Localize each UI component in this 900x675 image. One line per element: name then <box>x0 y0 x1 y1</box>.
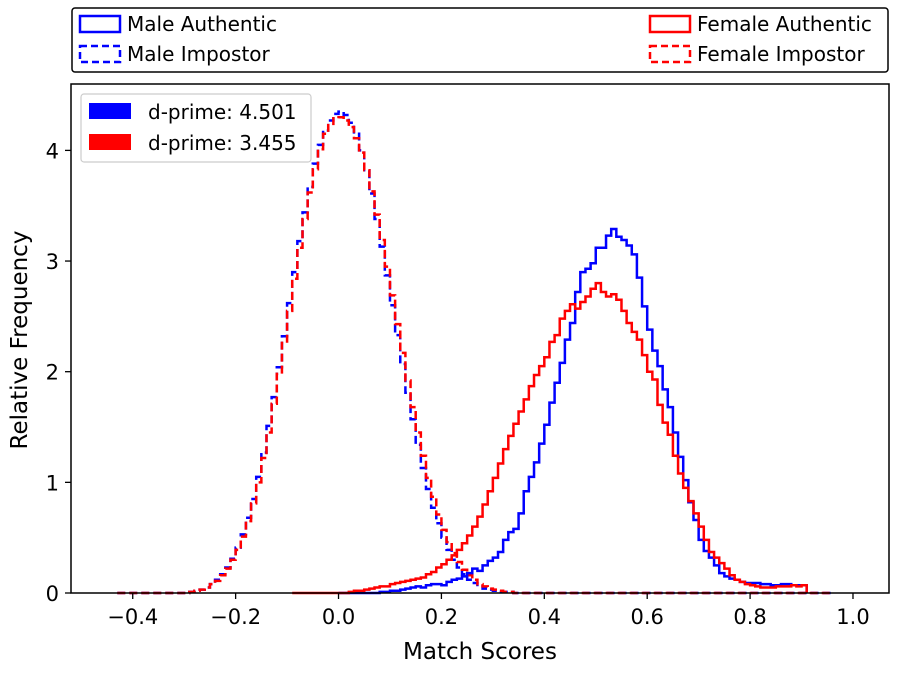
x-axis: −0.4 −0.2 0.0 0.2 0.4 0.6 0.8 1.0 <box>107 593 870 629</box>
y-tick-label: 4 <box>46 139 59 163</box>
x-axis-label: Match Scores <box>403 639 557 665</box>
legend-swatch-male-impostor <box>78 44 122 64</box>
x-tick-label: 1.0 <box>836 605 869 629</box>
legend-label-female-impostor: Female Impostor <box>697 42 865 66</box>
x-tick-label: 0.0 <box>322 605 355 629</box>
y-axis-label: Relative Frequency <box>7 231 33 450</box>
x-tick-label: 0.8 <box>733 605 766 629</box>
dprime-legend: d-prime: 4.501 d-prime: 3.455 <box>80 93 312 163</box>
dprime-swatch-female <box>89 134 131 150</box>
legend-label-male-authentic: Male Authentic <box>127 12 277 36</box>
legend-label-male-impostor: Male Impostor <box>127 42 271 66</box>
plot-area <box>70 83 890 595</box>
x-tick-label: −0.2 <box>210 605 261 629</box>
legend-swatch-male-authentic <box>78 14 122 34</box>
y-tick-label: 3 <box>46 250 59 274</box>
axes-frame <box>70 83 890 594</box>
y-tick-label: 0 <box>46 582 59 606</box>
x-tick-label: −0.4 <box>107 605 158 629</box>
dprime-label-male: d-prime: 4.501 <box>148 100 297 124</box>
dprime-swatch-male <box>89 103 131 119</box>
series-female-authentic <box>292 281 808 595</box>
y-axis: 0 1 2 3 4 <box>46 139 71 606</box>
x-tick-label: 0.4 <box>528 605 561 629</box>
legend-swatch-female-authentic <box>648 14 692 34</box>
legend-label-female-authentic: Female Authentic <box>697 12 872 36</box>
dprime-label-female: d-prime: 3.455 <box>148 131 297 155</box>
x-tick-label: 0.2 <box>425 605 458 629</box>
y-tick-label: 2 <box>46 361 59 385</box>
series-legend: Male Authentic Male Impostor Female Auth… <box>71 7 889 73</box>
x-tick-label: 0.6 <box>630 605 663 629</box>
legend-swatch-female-impostor <box>648 44 692 64</box>
y-tick-label: 1 <box>46 471 59 495</box>
series-male-authentic <box>338 227 808 595</box>
